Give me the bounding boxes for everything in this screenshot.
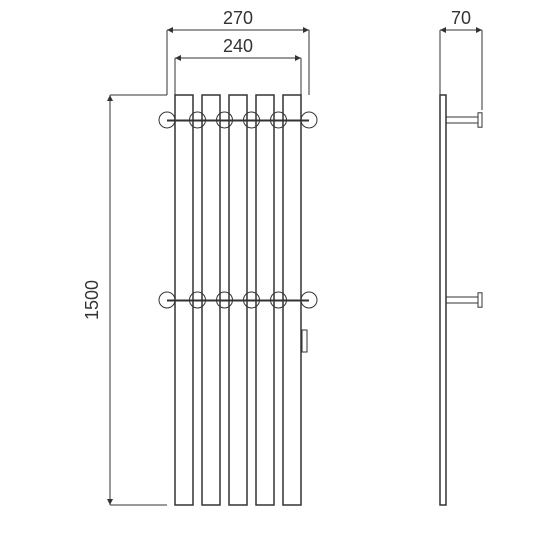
front-view — [159, 95, 317, 505]
dim-height: 1500 — [82, 280, 102, 320]
side-view — [440, 95, 482, 505]
dim-depth: 70 — [451, 8, 471, 28]
dim-outer-width: 270 — [223, 8, 253, 28]
dim-inner-width: 240 — [223, 36, 253, 56]
dimensions: 270 240 1500 70 — [82, 8, 482, 505]
